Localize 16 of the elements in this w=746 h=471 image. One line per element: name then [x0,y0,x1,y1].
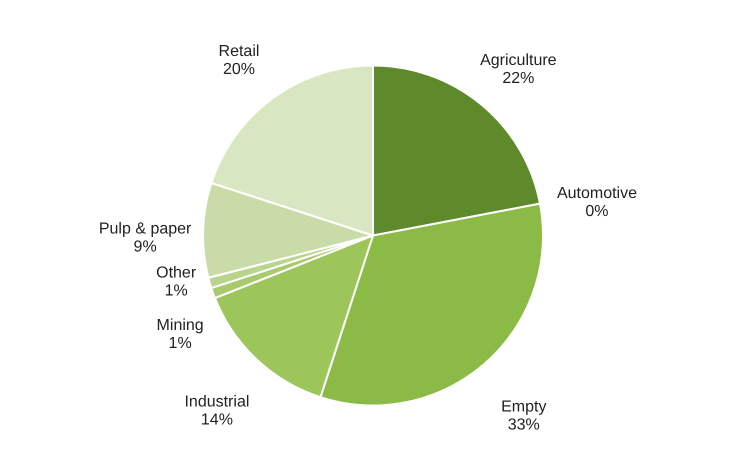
slice-label: Retail [218,43,260,60]
slice-label: Pulp & paper [98,220,192,238]
data-label: 14% [200,412,233,429]
data-label: 1% [168,334,192,352]
data-label: 1% [164,282,188,300]
text: 0% [585,202,609,220]
slice-label: Industrial [184,394,250,411]
data-label: 20% [222,61,255,78]
slice-label: Empty [501,398,546,416]
slice-label: Agriculture [480,52,557,69]
data-label: 33% [508,416,540,434]
slice-label: Other [156,264,197,282]
data-label: 9% [134,238,157,256]
data-label: 22% [502,70,534,87]
slice-label: Mining [156,316,204,334]
category-label: Automotive [556,184,637,202]
